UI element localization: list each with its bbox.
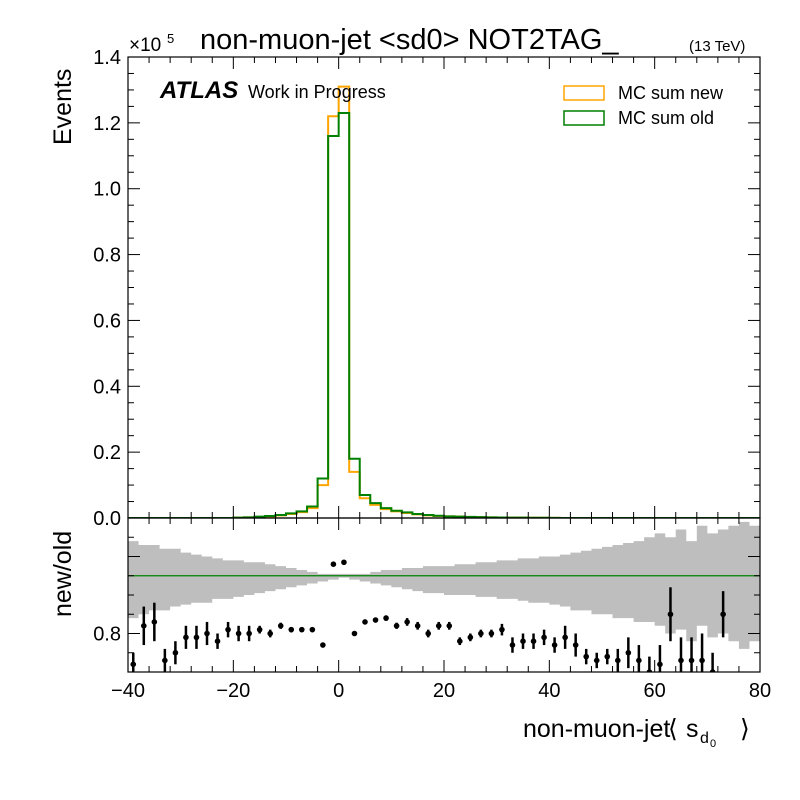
ratio-point (383, 615, 389, 621)
ratio-point (372, 617, 379, 623)
y-tick-label: 1.2 (93, 113, 121, 135)
x-tick-label: −20 (216, 680, 250, 702)
ratio-point (256, 626, 263, 633)
ratio-point (457, 638, 463, 644)
ratio-point (351, 630, 358, 637)
ratio-point (636, 657, 642, 664)
ratio-point (446, 623, 453, 629)
atlas-sublabel: Work in Progress (248, 82, 386, 102)
x-axis-label-symbol: s (686, 715, 699, 743)
ratio-point (393, 623, 400, 629)
y-tick-label: 0.2 (93, 442, 121, 464)
ratio-point (530, 638, 537, 644)
ratio-point (509, 642, 516, 648)
x-axis-label-main: non-muon-jet (523, 715, 670, 743)
x-axis-label: non-muon-jet ⟨ s d 0 ⟩ (523, 715, 750, 750)
ratio-y-axis-label: new/old (49, 531, 77, 617)
ratio-point (604, 653, 611, 660)
chart-title-suffix: (13 TeV) (689, 38, 745, 55)
x-tick-label: 0 (333, 680, 344, 702)
ratio-point (646, 669, 653, 672)
y-tick-label: 0.8 (93, 245, 121, 267)
ratio-panel: 0.8 −40 −20 0 20 40 60 80 new/old non-muon-jet… (49, 517, 771, 750)
ratio-point (320, 642, 326, 648)
y-axis-label: Events (49, 69, 77, 145)
legend-label-old: MC sum old (618, 108, 714, 128)
x-tick-label: −40 (111, 680, 145, 702)
ratio-point (425, 630, 432, 637)
ratio-point (467, 634, 474, 641)
ratio-point (235, 630, 242, 637)
ratio-point (541, 634, 547, 641)
ratio-point (277, 623, 284, 629)
y-tick-label: 0.4 (93, 376, 121, 398)
ratio-point (562, 634, 568, 641)
ratio-point (709, 669, 716, 672)
ratio-point (488, 630, 495, 637)
ratio-point (551, 642, 558, 648)
ratio-point (246, 630, 252, 637)
uncertainty-band (128, 521, 760, 649)
ratio-point (362, 619, 368, 625)
ratio-point (151, 619, 158, 625)
atlas-label: ATLAS (159, 77, 238, 104)
legend: MC sum new MC sum old (563, 83, 724, 128)
ratio-point (341, 559, 347, 566)
legend-swatch-new (563, 85, 605, 101)
y-tick-label: 1.4 (93, 47, 121, 69)
x-axis-label-subscript: d (700, 730, 709, 747)
ratio-y-tick-label: 0.8 (93, 624, 121, 646)
ratio-point (572, 642, 579, 648)
ratio-point (667, 611, 674, 618)
ratio-point (404, 619, 410, 625)
ratio-point (204, 630, 210, 637)
x-tick-label: 80 (749, 680, 771, 702)
ratio-point (678, 657, 684, 664)
y-tick-label: 0.0 (93, 508, 121, 530)
ratio-point (309, 626, 316, 633)
ratio-point (414, 623, 421, 629)
x-tick-label: 20 (433, 680, 455, 702)
ratio-point (299, 626, 305, 633)
chart-title: non-muon-jet <sd0> NOT2TAG_ (200, 24, 619, 56)
y-multiplier-exp: 5 (167, 31, 174, 46)
y-tick-label: 1.0 (93, 179, 121, 201)
ratio-point (225, 626, 231, 633)
ratio-point (435, 623, 442, 629)
ratio-point (583, 653, 589, 660)
y-multiplier: ×10 (129, 35, 161, 56)
legend-swatch-old (563, 110, 605, 126)
ratio-point (699, 657, 705, 664)
ratio-point (130, 661, 137, 668)
ratio-point (183, 634, 189, 641)
ratio-point (141, 623, 147, 629)
y-tick-label: 0.6 (93, 310, 121, 332)
series-line-old (128, 111, 760, 518)
ratio-point (330, 561, 337, 567)
x-axis-label-subsubscript: 0 (710, 738, 716, 750)
ratio-point (720, 611, 726, 618)
ratio-point (193, 634, 200, 641)
ratio-point (520, 638, 526, 644)
ratio-point (615, 657, 621, 664)
x-tick-label: 40 (538, 680, 560, 702)
legend-label-new: MC sum new (618, 83, 724, 103)
ratio-point (657, 661, 663, 668)
upper-panel: 0.0 0.2 0.4 0.6 0.8 1.0 1.2 1.4 ×10 5 Events AT… (49, 31, 761, 530)
ratio-point (267, 630, 274, 637)
series-line-new (128, 85, 760, 518)
ratio-point (172, 649, 179, 656)
ratio-point (162, 657, 168, 664)
ratio-point (478, 630, 484, 637)
ratio-point (688, 657, 695, 664)
x-axis-label-bracket-close: ⟩ (740, 715, 750, 743)
ratio-point (625, 649, 632, 656)
ratio-point (499, 626, 505, 633)
x-axis-label-bracket-open: ⟨ (668, 715, 678, 743)
x-tick-label: 60 (644, 680, 666, 702)
ratio-point (288, 626, 295, 633)
ratio-point (214, 638, 221, 644)
ratio-point (593, 657, 600, 664)
